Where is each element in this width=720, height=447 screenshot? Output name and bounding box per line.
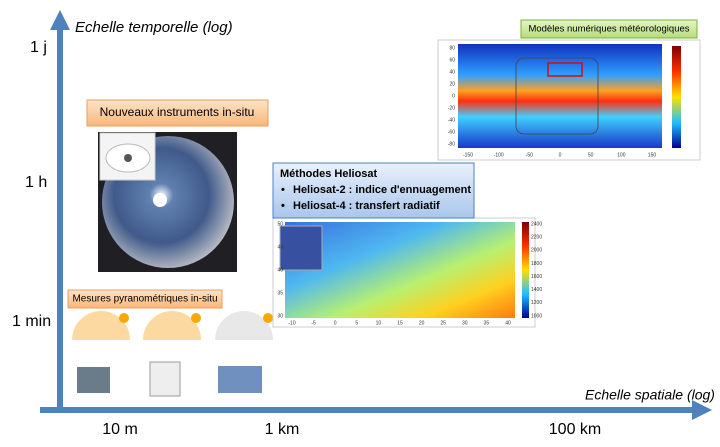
map-y-tick: 45 [277, 244, 283, 250]
map-x-tick: -100 [494, 152, 504, 158]
map-x-tick: 50 [588, 152, 594, 158]
map-y-tick: 60 [449, 57, 455, 63]
map-y-tick: -80 [448, 141, 455, 147]
map-y-tick: 40 [449, 69, 455, 75]
map-x-tick: 0 [559, 152, 562, 158]
heliosat-ticks: -10 -5 0 5 10 15 20 25 30 35 40 50 45 40 35 30 2400 2200 2… [277, 221, 542, 326]
x-arrow [692, 400, 712, 420]
map-y-tick: 35 [277, 290, 283, 296]
map-x-tick: 100 [617, 152, 626, 158]
photo [218, 366, 262, 393]
bullet: • [281, 184, 285, 196]
colorbar-tick: 2400 [531, 221, 542, 227]
photo [77, 367, 110, 393]
colorbar-tick: 1400 [531, 287, 542, 293]
box-title: Nouveaux instruments in-situ [100, 105, 255, 119]
colorbar-tick: 1600 [531, 274, 542, 280]
map-x-tick: 25 [440, 320, 446, 326]
map-x-tick: -5 [311, 320, 316, 326]
box-title: Modèles numériques météorologiques [528, 24, 689, 35]
lens [124, 154, 132, 162]
map-y-tick: -20 [448, 105, 455, 111]
x-tick: 1 km [265, 421, 300, 438]
colorbar-tick: 2000 [531, 248, 542, 254]
colorbar [522, 222, 529, 318]
half-disc [143, 311, 201, 340]
heliosat-box [272, 162, 475, 219]
map-x-tick: 150 [648, 152, 657, 158]
colorbar-tick: 2200 [531, 234, 542, 240]
map-x-tick: 15 [397, 320, 403, 326]
y-arrow [50, 10, 70, 30]
sun [153, 193, 167, 207]
map-y-tick: 40 [277, 267, 283, 273]
sun-icon [119, 313, 129, 323]
map-y-tick: 50 [277, 221, 283, 227]
photo [149, 361, 181, 397]
map-x-tick: -10 [288, 320, 295, 326]
map-y-tick: -60 [448, 129, 455, 135]
y-tick: 1 j [30, 39, 47, 56]
list-item: Heliosat-4 : transfert radiatif [293, 200, 440, 212]
label-box [520, 19, 698, 39]
y-tick: 1 min [12, 313, 51, 330]
box-title: Mesures pyranométriques in-situ [72, 294, 217, 305]
box-title: Méthodes Heliosat [280, 168, 378, 180]
colorbar-tick: 1800 [531, 261, 542, 267]
y-tick: 1 h [25, 174, 47, 191]
domain-outline [515, 57, 599, 135]
map-x-tick: -150 [463, 152, 473, 158]
map-x-tick: 40 [505, 320, 511, 326]
colorbar-tick: 1200 [531, 300, 542, 306]
map-y-tick: -40 [448, 117, 455, 123]
map-x-tick: -50 [526, 152, 533, 158]
map-x-tick: 5 [355, 320, 358, 326]
colorbar-tick: 1000 [531, 313, 542, 319]
half-disc [215, 311, 273, 340]
satellite-photo [279, 225, 323, 271]
map-x-tick: 0 [334, 320, 337, 326]
map-x-tick: 10 [376, 320, 382, 326]
list-item: Heliosat-2 : indice d'ennuagement [293, 184, 471, 196]
x-tick: 10 m [102, 421, 138, 438]
label-box [67, 289, 223, 309]
map-x-tick: 35 [484, 320, 490, 326]
map-x-tick: 20 [419, 320, 425, 326]
zoom-box [547, 62, 583, 77]
pyrano-icons [72, 311, 273, 397]
label-box [86, 99, 269, 127]
y-axis-label: Echelle temporelle (log) [75, 19, 233, 36]
map-x-tick: 30 [462, 320, 468, 326]
nwp-field [458, 44, 662, 148]
map-y-tick: 30 [277, 313, 283, 319]
heliosat-field [285, 222, 515, 318]
sun-icon [263, 313, 273, 323]
colorbar [672, 46, 681, 148]
sun-icon [191, 313, 201, 323]
nwp-ticks: -150 -100 -50 0 50 100 150 80 60 40 20 0 -20 -40 -60 -8… [448, 45, 657, 158]
x-axis-label: Echelle spatiale (log) [585, 387, 715, 403]
map-y-tick: 80 [449, 45, 455, 51]
bullet: • [281, 200, 285, 212]
map-y-tick: 20 [449, 81, 455, 87]
x-tick: 100 km [549, 421, 601, 438]
half-disc [72, 311, 130, 340]
map-y-tick: 0 [452, 93, 455, 99]
